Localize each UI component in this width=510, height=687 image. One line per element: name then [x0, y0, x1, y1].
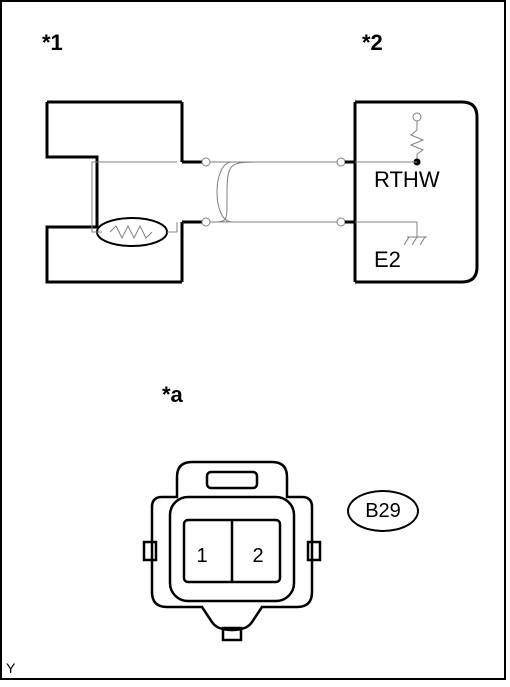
diagram-frame: *1 *2 [0, 0, 506, 680]
terminal-dot [337, 218, 345, 226]
schematic-top [2, 2, 504, 302]
terminal-dot [202, 158, 210, 166]
corner-mark: Y [6, 660, 15, 676]
thermistor-resistor [110, 226, 152, 238]
connector-drawing: 1 2 [122, 442, 382, 662]
signal-rthw: RTHW [374, 167, 440, 193]
pin-1-label: 1 [196, 545, 207, 567]
sensor-block [47, 102, 202, 282]
terminal-dot [202, 218, 210, 226]
ref-label-a: *a [162, 382, 183, 408]
harness-loop [217, 162, 232, 222]
signal-e2: E2 [374, 247, 401, 273]
connector-id: B29 [365, 500, 401, 523]
pin-2-label: 2 [252, 545, 263, 567]
connector-id-oval: B29 [347, 490, 419, 532]
internal-lead [92, 162, 177, 232]
harness-wire [210, 162, 337, 222]
terminal-dot [337, 158, 345, 166]
thermistor-body [97, 218, 167, 246]
